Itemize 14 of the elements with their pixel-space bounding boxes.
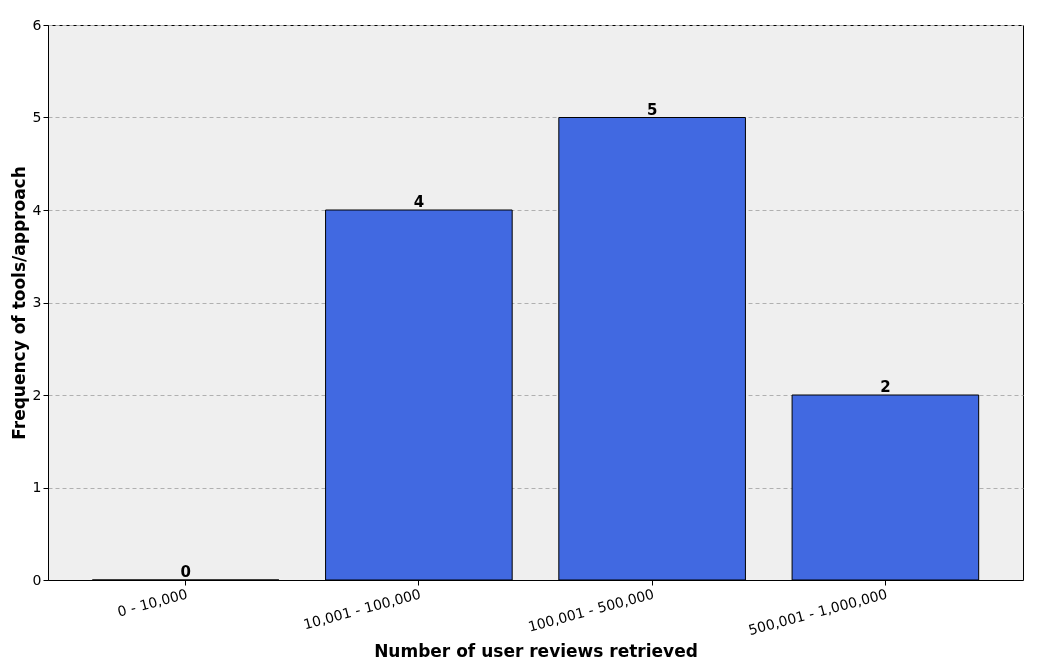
data-label: 5 (646, 100, 658, 119)
y-axis-title: Frequency of tools/approach (8, 166, 29, 440)
x-tick-label: 0 - 10,000 (115, 585, 190, 620)
data-label: 2 (880, 378, 891, 396)
y-tick-label: 0 (32, 571, 42, 588)
y-tick-label: 6 (32, 16, 42, 33)
x-axis-title: Number of user reviews retrieved (374, 641, 698, 662)
y-tick-label: 5 (32, 109, 42, 125)
data-label: 4 (413, 193, 425, 211)
y-tick-label: 1 (32, 479, 42, 495)
y-tick-label: 4 (32, 201, 42, 218)
y-tick-label: 2 (32, 386, 42, 403)
data-label: 0 (180, 563, 191, 581)
y-tick-label: 3 (32, 294, 42, 310)
